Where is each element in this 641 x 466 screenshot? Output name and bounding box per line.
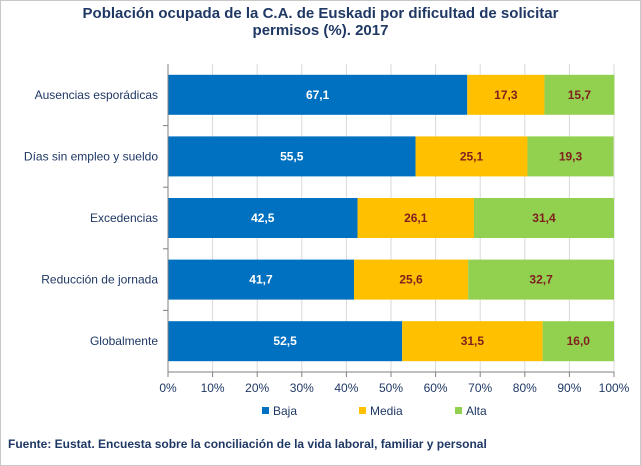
axes: Ausencias esporádicas Días sin empleo y s… xyxy=(24,64,630,395)
data-label-media: 25,1 xyxy=(460,149,484,163)
bar-baja xyxy=(168,136,416,177)
data-label-baja: 55,5 xyxy=(280,149,304,163)
data-label-alta: 16,0 xyxy=(567,334,591,348)
category-label: Días sin empleo y sueldo xyxy=(24,149,158,163)
data-label-baja: 52,5 xyxy=(273,334,297,348)
data-label-media: 17,3 xyxy=(494,88,518,102)
bar-alta xyxy=(544,74,615,115)
data-label-alta: 15,7 xyxy=(568,88,592,102)
legend-label-baja: Baja xyxy=(273,404,297,418)
legend-swatch-baja xyxy=(262,407,269,414)
data-label-alta: 32,7 xyxy=(529,273,553,287)
data-label-alta: 19,3 xyxy=(559,149,583,163)
category-label: Globalmente xyxy=(90,334,158,348)
x-tick-label: 50% xyxy=(379,381,403,395)
bar-alta xyxy=(527,136,614,177)
x-tick-label: 20% xyxy=(245,381,269,395)
bar-alta xyxy=(468,259,614,300)
data-label-media: 26,1 xyxy=(404,211,428,225)
category-label: Ausencias esporádicas xyxy=(35,88,158,102)
legend-swatch-media xyxy=(359,407,366,414)
bar-media xyxy=(402,321,543,362)
x-tick-label: 100% xyxy=(599,381,630,395)
x-tick-label: 80% xyxy=(513,381,537,395)
legend-label-alta: Alta xyxy=(466,404,487,418)
bar-media xyxy=(415,136,528,177)
x-tick-label: 0% xyxy=(159,381,177,395)
bar-baja xyxy=(168,321,403,362)
legend: Baja Media Alta xyxy=(262,404,487,418)
x-tick-label: 40% xyxy=(334,381,358,395)
bar-alta xyxy=(542,321,614,362)
x-tick-label: 90% xyxy=(557,381,581,395)
source-note: Fuente: Eustat. Encuesta sobre la concil… xyxy=(8,437,487,451)
data-label-media: 31,5 xyxy=(461,334,485,348)
category-label: Excedencias xyxy=(90,211,158,225)
data-label-baja: 42,5 xyxy=(251,211,275,225)
legend-label-media: Media xyxy=(370,404,403,418)
bar-alta xyxy=(473,198,614,238)
category-label: Reducción de jornada xyxy=(41,273,158,287)
legend-swatch-alta xyxy=(455,407,462,414)
bar-baja xyxy=(168,74,468,115)
x-tick-label: 10% xyxy=(201,381,225,395)
data-label-alta: 31,4 xyxy=(532,211,556,225)
x-tick-label: 30% xyxy=(290,381,314,395)
bar-media xyxy=(357,198,474,238)
bar-media xyxy=(467,74,545,115)
x-tick-label: 70% xyxy=(468,381,492,395)
data-label-baja: 67,1 xyxy=(306,88,330,102)
data-label-media: 25,6 xyxy=(399,273,423,287)
bar-baja xyxy=(168,259,354,300)
bars: 67,1 17,3 15,7 55,5 25,1 19,3 42,5 26,1 31,4 41,7… xyxy=(168,74,615,362)
bar-baja xyxy=(168,198,358,238)
bar-media xyxy=(353,259,469,300)
chart-title: Población ocupada de la C.A. de Euskadi … xyxy=(82,5,559,39)
data-label-baja: 41,7 xyxy=(249,273,273,287)
x-tick-label: 60% xyxy=(424,381,448,395)
